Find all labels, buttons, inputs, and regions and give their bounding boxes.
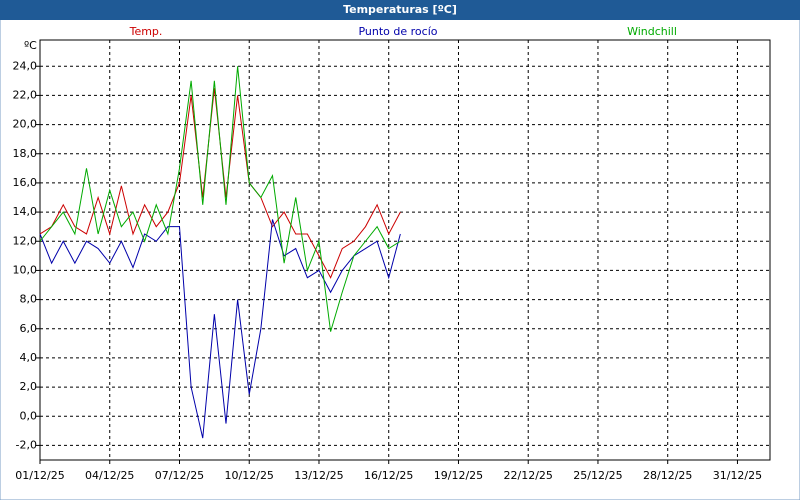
y-tick-label: 20,0: [13, 118, 38, 131]
series-line: [39, 66, 401, 332]
x-tick-label: 07/12/25: [155, 469, 204, 482]
y-tick-label: 0,0: [20, 409, 38, 422]
x-tick-label: 01/12/25: [15, 469, 64, 482]
y-tick-label: -2,0: [16, 438, 37, 451]
y-tick-label: 24,0: [13, 59, 38, 72]
title-bar: [0, 0, 800, 20]
y-tick-label: 4,0: [20, 351, 38, 364]
y-tick-label: 22,0: [13, 88, 38, 101]
x-tick-label: 19/12/25: [434, 469, 483, 482]
x-tick-label: 22/12/25: [504, 469, 553, 482]
x-tick-label: 31/12/25: [713, 469, 762, 482]
y-tick-label: 14,0: [13, 205, 38, 218]
y-tick-label: 6,0: [20, 322, 38, 335]
x-tick-label: 04/12/25: [85, 469, 134, 482]
y-tick-label: 18,0: [13, 147, 38, 160]
chart-title: Temperaturas [ºC]: [343, 3, 457, 16]
y-tick-label: 12,0: [13, 234, 38, 247]
x-tick-label: 28/12/25: [643, 469, 692, 482]
legend-label: Punto de rocío: [358, 25, 437, 38]
legend-label: Windchill: [627, 25, 677, 38]
series-line: [39, 219, 401, 439]
x-tick-label: 25/12/25: [573, 469, 622, 482]
y-tick-label: 16,0: [13, 176, 38, 189]
y-tick-label: 8,0: [20, 293, 38, 306]
x-tick-label: 13/12/25: [294, 469, 343, 482]
x-tick-label: 10/12/25: [225, 469, 274, 482]
legend-label: Temp.: [129, 25, 163, 38]
y-tick-label: 2,0: [20, 380, 38, 393]
y-unit: ºC: [24, 39, 37, 52]
x-tick-label: 16/12/25: [364, 469, 413, 482]
y-tick-label: 10,0: [13, 263, 38, 276]
